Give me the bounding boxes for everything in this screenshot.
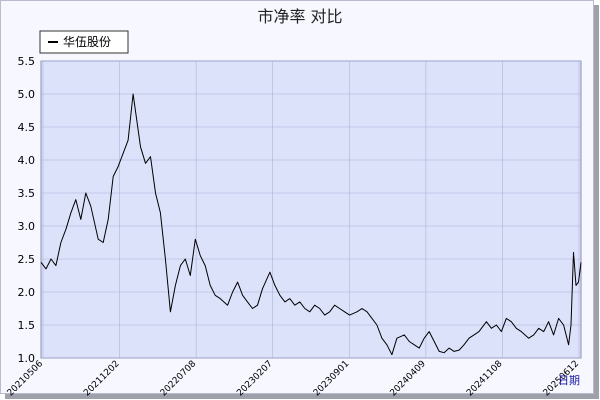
y-tick-label: 3.5 — [18, 187, 36, 200]
x-tick-label: 20241108 — [465, 359, 505, 399]
y-tick-label: 2.5 — [18, 253, 36, 266]
y-tick-label: 4.5 — [18, 121, 36, 134]
y-tick-label: 1.0 — [18, 352, 36, 365]
y-tick-label: 2.0 — [18, 286, 36, 299]
y-tick-label: 4.0 — [18, 154, 36, 167]
plot-area — [40, 60, 582, 359]
y-tick-label: 3.0 — [18, 220, 36, 233]
x-tick-label: 20230901 — [312, 359, 351, 398]
legend-box — [39, 30, 129, 54]
series-line-huawu — [40, 93, 582, 356]
y-tick-label: 5.0 — [18, 88, 36, 101]
x-axis-label: 日期 — [558, 374, 580, 387]
y-tick-label: 1.5 — [18, 319, 36, 332]
y-axis-ticks: 1.0 1.5 2.0 2.5 3.0 3.5 4.0 4.5 5.0 5.5 — [18, 55, 36, 365]
grid-lines — [41, 60, 581, 359]
x-axis-ticks: 20210506 20211202 20220708 20230207 20230901… — [6, 359, 581, 399]
series-layer — [40, 93, 582, 356]
chart-title: 市净率 对比 — [257, 7, 342, 26]
y-tick-label: 5.5 — [18, 55, 36, 68]
x-tick-label: 20240409 — [389, 359, 429, 399]
x-tick-label: 20220708 — [159, 359, 199, 399]
legend: 华伍股份 — [39, 30, 129, 54]
x-tick-label: 20211202 — [82, 359, 121, 398]
x-tick-label: 20230207 — [235, 359, 274, 398]
legend-label: 华伍股份 — [63, 35, 111, 49]
